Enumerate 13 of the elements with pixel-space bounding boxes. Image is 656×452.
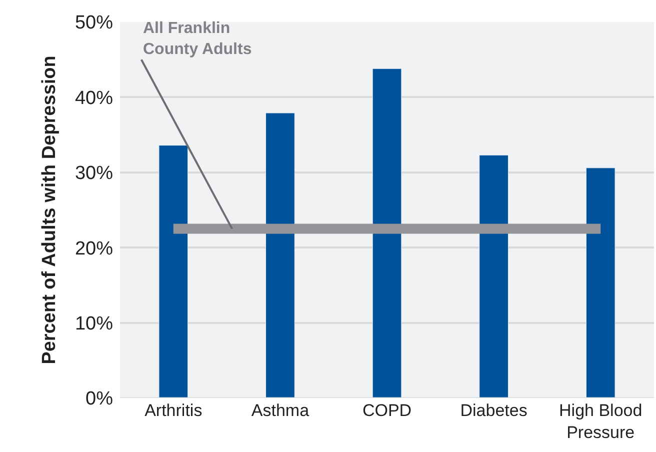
x-tick-label: COPD — [362, 401, 412, 420]
x-tick-label: Arthritis — [144, 401, 202, 420]
y-tick-label: 30% — [74, 163, 114, 184]
ref-line-label: All Franklin County Adults — [143, 20, 252, 58]
y-axis-title: Percent of Adults with Depression — [38, 56, 60, 364]
y-tick-label: 20% — [74, 238, 114, 260]
y-tick-label: 50% — [74, 12, 114, 34]
y-tick-label: 40% — [74, 88, 114, 109]
x-tick-label: High Blood Pressure — [559, 401, 642, 442]
y-tick-label: 10% — [74, 313, 114, 334]
y-tick-label: 0% — [86, 388, 114, 410]
x-tick-label: Diabetes — [460, 401, 528, 420]
x-tick-label: Asthma — [251, 401, 310, 420]
